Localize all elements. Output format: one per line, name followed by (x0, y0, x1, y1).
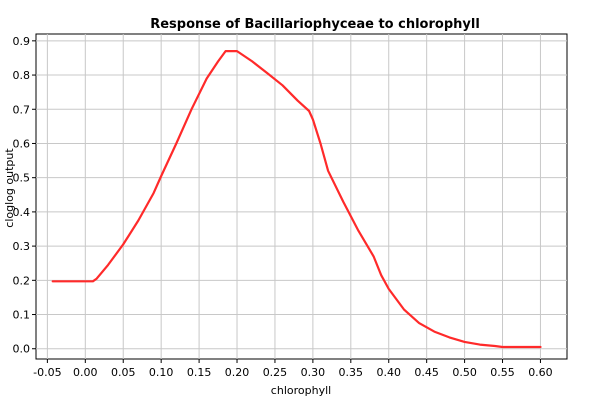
x-tick-label: 0.10 (149, 366, 174, 379)
x-tick-label: 0.45 (414, 366, 439, 379)
y-tick-label: 0.0 (13, 343, 31, 356)
series-layer (51, 49, 542, 349)
y-tick-label: 0.1 (13, 309, 31, 322)
plot-area-frame (35, 33, 568, 360)
x-tick-label: 0.40 (376, 366, 401, 379)
x-tick-label: 0.00 (73, 366, 98, 379)
x-tick-label: 0.60 (528, 366, 553, 379)
x-tick-label: -0.05 (33, 366, 61, 379)
y-axis-label: cloglog output (3, 148, 16, 228)
x-tick-label: 0.20 (225, 366, 250, 379)
x-axis-label: chlorophyll (271, 384, 331, 397)
x-tick-label: 0.35 (339, 366, 364, 379)
x-tick-label: 0.50 (452, 366, 477, 379)
y-tick-label: 0.6 (13, 137, 31, 150)
y-tick-label: 0.5 (13, 172, 31, 185)
x-tick-label: 0.30 (301, 366, 326, 379)
response-curve-line (51, 49, 542, 349)
x-tick-label: 0.55 (490, 366, 515, 379)
x-tick-label: 0.15 (187, 366, 212, 379)
x-tick-label: 0.25 (263, 366, 288, 379)
y-tick-label: 0.3 (13, 240, 31, 253)
y-axis-ticks: 0.0 0.1 0.2 0.3 0.4 0.5 0.6 0.7 0.8 0.9 (13, 35, 36, 356)
y-tick-label: 0.4 (13, 206, 31, 219)
y-tick-label: 0.8 (13, 69, 31, 82)
grid-lines (36, 34, 567, 359)
x-axis-ticks: -0.05 0.00 0.05 0.10 0.15 0.20 0.25 0.30 0.35 0.4… (33, 359, 553, 379)
chart-title: Response of Bacillariophyceae to chlorop… (150, 17, 480, 32)
y-tick-label: 0.2 (13, 274, 31, 287)
y-tick-label: 0.7 (13, 103, 31, 116)
y-tick-label: 0.9 (13, 35, 31, 48)
x-tick-label: 0.05 (111, 366, 136, 379)
